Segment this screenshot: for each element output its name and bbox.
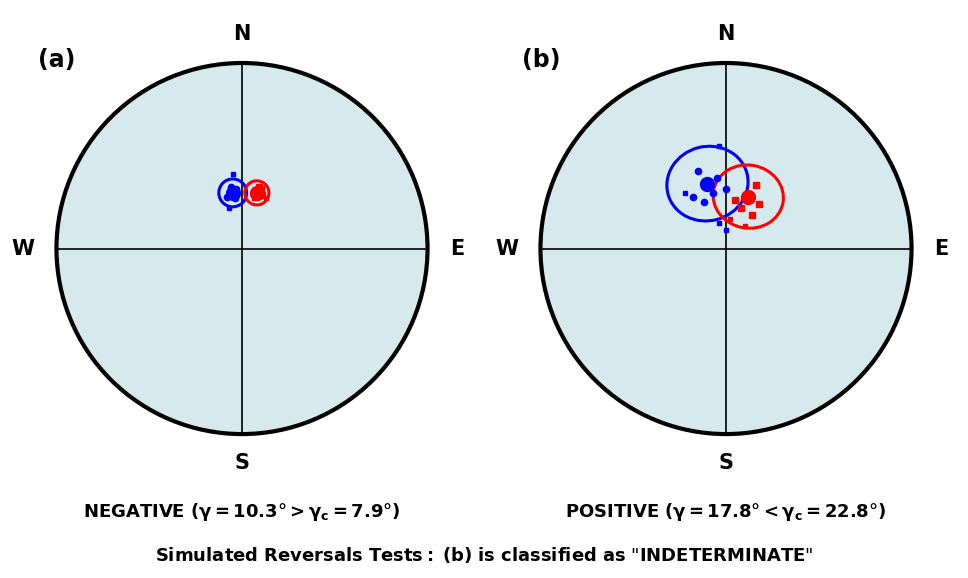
Text: (a): (a) (38, 48, 76, 72)
Text: $\mathbf{Simulated\ Reversals\ Tests:\ (b)\ is\ classified\ as\ \text{"}INDETERM: $\mathbf{Simulated\ Reversals\ Tests:\ (… (155, 545, 813, 565)
Text: E: E (450, 239, 464, 258)
Text: $\mathbf{POSITIVE\ (\gamma = 17.8° < \gamma_c= 22.8°)}$: $\mathbf{POSITIVE\ (\gamma = 17.8° < \ga… (565, 501, 887, 523)
Text: E: E (934, 239, 948, 258)
Text: (b): (b) (522, 48, 560, 72)
Text: W: W (12, 239, 34, 258)
Text: S: S (718, 453, 734, 473)
Circle shape (540, 63, 912, 434)
Text: S: S (234, 453, 250, 473)
Text: $\mathbf{NEGATIVE\ (\gamma = 10.3° > \gamma_c= 7.9°)}$: $\mathbf{NEGATIVE\ (\gamma = 10.3° > \ga… (83, 501, 401, 523)
Text: N: N (717, 24, 735, 45)
Text: W: W (496, 239, 518, 258)
Circle shape (56, 63, 428, 434)
Text: N: N (233, 24, 251, 45)
